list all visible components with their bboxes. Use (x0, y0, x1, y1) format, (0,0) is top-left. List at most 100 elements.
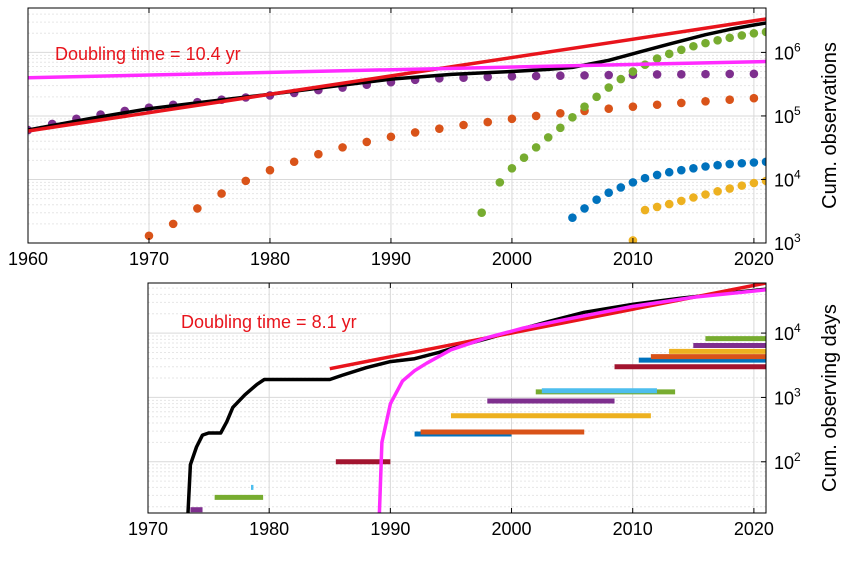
x-tick-label: 2000 (492, 249, 532, 269)
data-point (664, 199, 674, 209)
data-point (701, 162, 710, 171)
data-point (677, 70, 686, 79)
data-point (713, 187, 722, 196)
data-point (483, 72, 493, 82)
data-point (616, 183, 626, 192)
x-tick-label: 2010 (613, 249, 653, 269)
data-point (749, 158, 759, 167)
y-tick-label: 102 (774, 450, 801, 473)
data-point (495, 178, 505, 187)
data-point (664, 49, 674, 59)
data-point (652, 100, 662, 110)
data-point (241, 176, 251, 186)
x-tick-label: 1980 (250, 249, 290, 269)
data-point (749, 69, 759, 79)
y-axis-label: Cum. observing days (819, 304, 841, 492)
data-point (689, 41, 698, 51)
data-point (689, 163, 698, 173)
data-point (144, 231, 154, 241)
data-point (640, 173, 650, 183)
data-point (652, 54, 662, 63)
data-point (701, 38, 710, 48)
data-point (507, 114, 517, 124)
x-tick-label: 1980 (249, 519, 289, 539)
doubling-time-annotation: Doubling time = 10.4 yr (55, 44, 241, 64)
data-point (628, 178, 638, 187)
series-4 (568, 157, 766, 223)
series-2 (144, 93, 759, 241)
data-point (749, 178, 759, 188)
data-point (592, 195, 601, 205)
data-point (628, 102, 638, 111)
data-point (725, 184, 735, 193)
data-point (604, 70, 614, 80)
plot-area (28, 17, 766, 243)
data-point (689, 193, 698, 202)
series-5 (628, 176, 766, 243)
data-point (519, 153, 529, 163)
doubling-time-annotation: Doubling time = 8.1 yr (181, 312, 357, 332)
data-point (556, 71, 565, 80)
data-point (338, 143, 347, 152)
x-tick-label: 1990 (371, 249, 411, 269)
x-tick-label: 1970 (128, 519, 168, 539)
data-point (193, 204, 202, 213)
data-point (531, 143, 541, 152)
data-point (386, 132, 396, 142)
y-tick-label: 103 (774, 385, 801, 408)
x-tick-label: 2010 (613, 519, 653, 539)
data-point (568, 213, 577, 223)
data-point (265, 165, 275, 175)
data-point (677, 98, 686, 108)
data-point (664, 167, 674, 177)
data-point (604, 104, 614, 113)
data-point (725, 33, 735, 43)
data-point (543, 133, 553, 142)
data-point (477, 208, 486, 217)
data-point (604, 83, 614, 92)
x-tick-label: 1970 (129, 249, 169, 269)
data-point (616, 74, 626, 84)
series-line-3 (377, 288, 766, 513)
axes-box (147, 282, 767, 514)
series-line-6 (28, 21, 766, 132)
data-point (677, 45, 686, 55)
data-point (725, 95, 735, 105)
series-line-7 (28, 17, 766, 133)
axes-box (27, 7, 767, 244)
data-point (362, 137, 372, 147)
data-point (592, 92, 601, 102)
x-tick-label: 2000 (492, 519, 532, 539)
y-axis-label: Cum. observations (819, 42, 841, 209)
data-point (701, 69, 710, 79)
data-point (507, 163, 517, 173)
data-point (483, 117, 493, 127)
data-point (677, 165, 686, 175)
data-point (725, 69, 735, 79)
data-point (701, 190, 710, 199)
data-point (725, 159, 735, 169)
data-point (737, 158, 747, 168)
data-point (289, 157, 299, 167)
data-point (628, 67, 638, 76)
data-point (761, 176, 766, 186)
data-point (604, 188, 614, 197)
plot-area (186, 283, 766, 513)
data-point (580, 204, 589, 213)
data-point (652, 202, 662, 212)
data-point (652, 170, 662, 180)
series-line-8 (28, 59, 766, 80)
data-point (713, 36, 722, 45)
data-point (556, 123, 565, 133)
data-point (507, 72, 517, 81)
data-point (701, 96, 710, 106)
y-tick-label: 104 (774, 167, 801, 190)
data-point (217, 189, 226, 198)
data-point (761, 27, 766, 37)
data-point (761, 157, 766, 167)
data-point (749, 28, 759, 38)
data-point (410, 128, 420, 137)
x-tick-label: 1960 (8, 249, 48, 269)
data-point (435, 124, 444, 133)
